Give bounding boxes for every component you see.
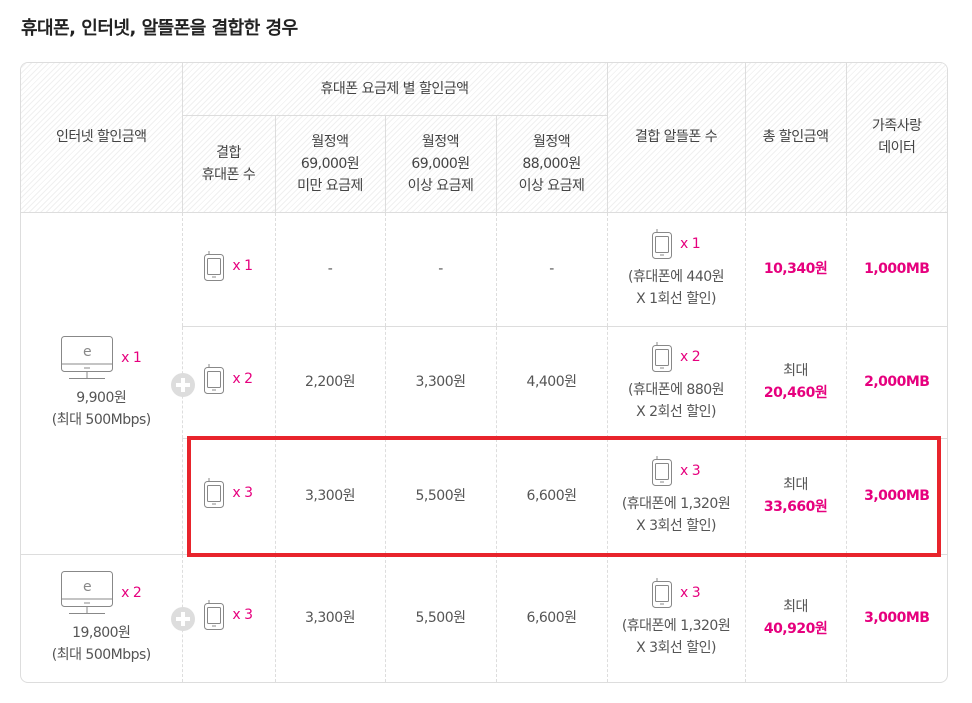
family-data: 1,000MB — [845, 211, 947, 327]
plan-a-discount: 2,200원 — [274, 325, 386, 439]
family-data: 3,000MB — [845, 553, 947, 682]
phone-icon — [651, 228, 672, 259]
phone-count-cell: x 1 — [181, 211, 276, 327]
phone-icon — [651, 577, 672, 608]
header-data: 가족사랑 데이터 — [845, 63, 947, 213]
mvno-cell: x 1 (휴대폰에 440원 X 1회선 할인) — [606, 211, 746, 327]
header-phone-group: 휴대폰 요금제 별 할인금액 — [181, 63, 608, 116]
monitor-icon: e — [61, 335, 114, 379]
plan-c-discount: - — [495, 211, 608, 327]
phone-icon — [204, 363, 225, 394]
plan-b-discount: 5,500원 — [384, 553, 497, 682]
phone-icon — [204, 477, 225, 508]
phone-icon — [651, 341, 672, 372]
phone-icon — [204, 250, 225, 281]
header-plan-a: 월정액 69,000원 미만 요금제 — [274, 114, 386, 213]
plan-c-discount: 4,400원 — [495, 325, 608, 439]
plus-icon — [171, 373, 195, 397]
monitor-icon: e — [61, 570, 114, 614]
highlight-box — [187, 436, 941, 557]
header-mvno: 결합 알뜰폰 수 — [606, 63, 746, 213]
svg-text:e: e — [83, 344, 91, 360]
discount-table: 인터넷 할인금액 휴대폰 요금제 별 할인금액 결합 알뜰폰 수 총 할인금액 … — [20, 62, 948, 683]
family-data: 3,000MB — [845, 437, 947, 555]
total-discount: 최대 33,660원 — [744, 437, 847, 555]
phone-icon — [204, 599, 225, 630]
header-plan-c: 월정액 88,000원 이상 요금제 — [495, 114, 608, 213]
total-discount: 10,340원 — [744, 211, 847, 327]
header-plan-b: 월정액 69,000원 이상 요금제 — [384, 114, 497, 213]
plan-b-discount: 3,300원 — [384, 325, 497, 439]
plan-a-discount: 3,300원 — [274, 553, 386, 682]
plan-c-discount: 6,600원 — [495, 553, 608, 682]
phone-count-cell: x 3 — [181, 437, 276, 555]
total-discount: 최대 20,460원 — [744, 325, 847, 439]
plan-b-discount: - — [384, 211, 497, 327]
mvno-cell: x 3 (휴대폰에 1,320원 X 3회선 할인) — [606, 437, 746, 555]
total-discount: 최대 40,920원 — [744, 553, 847, 682]
phone-icon — [651, 455, 672, 486]
plan-a-discount: - — [274, 211, 386, 327]
plus-icon — [171, 607, 195, 631]
table-row: x 3 3,300원 5,500원 6,600원 x 3 (휴대폰에 1,320원 X 3회… — [21, 437, 947, 555]
plan-c-discount: 6,600원 — [495, 437, 608, 555]
header-total: 총 할인금액 — [744, 63, 847, 213]
header-internet: 인터넷 할인금액 — [21, 63, 183, 213]
table-row: x 2 2,200원 3,300원 4,400원 x 2 (휴대폰에 880원 X 2회선 … — [21, 325, 947, 439]
mvno-cell: x 3 (휴대폰에 1,320원 X 3회선 할인) — [606, 553, 746, 682]
mvno-cell: x 2 (휴대폰에 880원 X 2회선 할인) — [606, 325, 746, 439]
plan-a-discount: 3,300원 — [274, 437, 386, 555]
svg-text:e: e — [83, 579, 91, 595]
header-phone-count: 결합 휴대폰 수 — [182, 114, 276, 213]
phone-count-cell: x 3 — [181, 553, 276, 682]
family-data: 2,000MB — [845, 325, 947, 439]
phone-count-cell: x 2 — [181, 325, 276, 439]
section-title: 휴대폰, 인터넷, 알뜰폰을 결합한 경우 — [21, 18, 298, 39]
plan-b-discount: 5,500원 — [384, 437, 497, 555]
